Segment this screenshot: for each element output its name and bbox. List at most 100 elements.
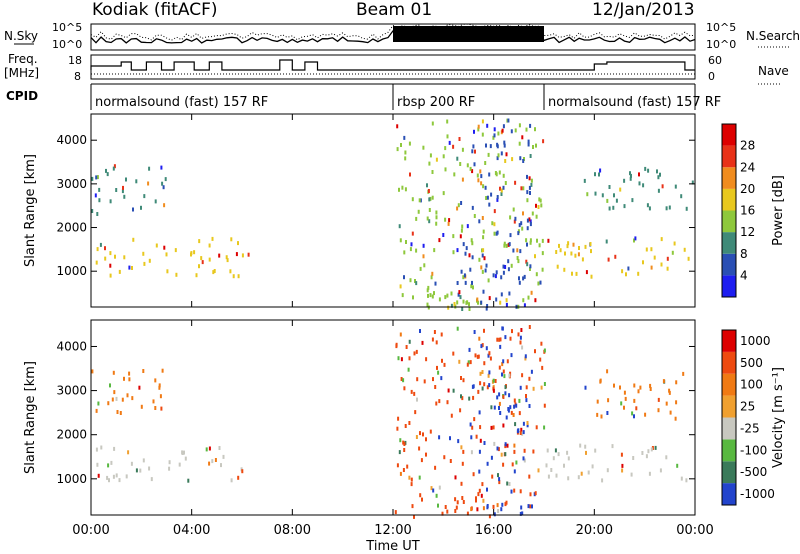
data-cell	[470, 507, 473, 512]
data-cell	[579, 443, 582, 448]
data-cell	[501, 128, 504, 133]
data-region-0	[95, 236, 250, 279]
data-cell	[420, 458, 423, 463]
noise-tick-high-right: 10^5	[706, 21, 736, 34]
data-cell	[666, 266, 669, 271]
data-cell	[520, 186, 523, 191]
data-cell	[235, 252, 238, 257]
data-cell	[459, 234, 462, 239]
data-cell	[538, 197, 541, 202]
data-cell	[408, 356, 411, 361]
data-cell	[415, 216, 418, 221]
data-cell	[460, 481, 463, 486]
data-cell	[601, 193, 604, 198]
data-cell	[433, 330, 436, 334]
data-cell	[651, 446, 654, 450]
data-cell	[535, 214, 538, 219]
data-cell	[650, 247, 653, 252]
data-cell	[441, 511, 444, 516]
data-cell	[477, 124, 480, 129]
data-cell	[529, 154, 532, 158]
data-cell	[443, 362, 446, 367]
data-cell	[480, 181, 483, 186]
ytick-label-0: 1000	[56, 472, 87, 486]
data-cell	[440, 376, 443, 381]
data-cell	[125, 177, 127, 182]
data-cell	[657, 397, 660, 402]
data-cell	[208, 257, 211, 262]
colorbar-segment-7	[722, 124, 736, 146]
data-cell	[442, 233, 445, 237]
data-cell	[423, 379, 426, 384]
data-cell	[481, 370, 484, 374]
data-cell	[479, 371, 482, 376]
data-cell	[446, 134, 449, 139]
data-cell	[452, 234, 455, 239]
colorbar-segment-1	[722, 253, 736, 276]
data-cell	[404, 187, 407, 192]
data-cell	[104, 256, 107, 261]
data-cell	[456, 156, 459, 161]
data-cell	[493, 209, 496, 214]
data-cell	[404, 156, 407, 161]
data-cell	[401, 185, 404, 190]
data-cell	[673, 241, 676, 246]
data-cell	[528, 376, 531, 381]
data-cell	[649, 383, 652, 388]
data-cell	[513, 219, 516, 224]
colorbar-frame	[721, 123, 737, 298]
data-cell	[499, 186, 501, 191]
data-cell	[619, 385, 621, 390]
data-cell	[503, 140, 506, 145]
data-cell	[461, 147, 464, 152]
data-cell	[473, 129, 475, 134]
data-cell	[502, 124, 505, 129]
data-cell	[208, 461, 211, 466]
data-cell	[566, 244, 569, 249]
data-cell	[527, 295, 530, 300]
data-cell	[518, 398, 521, 403]
data-cell	[520, 505, 523, 510]
data-cell	[519, 335, 522, 340]
data-cell	[419, 493, 422, 498]
data-cell	[438, 435, 441, 440]
data-cell	[477, 178, 480, 183]
data-cell	[521, 226, 524, 231]
data-cell	[108, 478, 110, 483]
data-cell	[419, 266, 422, 271]
data-cell	[490, 455, 493, 460]
data-cell	[537, 205, 540, 209]
data-cell	[115, 188, 118, 192]
data-cell	[510, 489, 513, 494]
data-cell	[519, 511, 522, 516]
data-cell	[541, 251, 544, 256]
freq-label: Freq.	[8, 52, 38, 66]
data-cell	[648, 206, 651, 211]
data-cell	[539, 357, 542, 362]
data-cell	[95, 408, 98, 413]
data-cell	[142, 251, 145, 256]
data-cell	[500, 151, 503, 156]
data-cell	[535, 203, 537, 208]
data-cell	[399, 284, 402, 289]
data-cell	[403, 135, 406, 140]
data-cell	[487, 373, 490, 378]
data-cell	[555, 250, 558, 254]
data-cell	[459, 408, 462, 413]
data-cell	[434, 385, 437, 389]
data-cell	[457, 292, 460, 297]
data-cell	[107, 401, 110, 406]
data-cell	[585, 450, 587, 455]
data-cell	[175, 272, 178, 277]
xtick-label-0: 00:00	[72, 523, 109, 538]
data-cell	[453, 302, 456, 306]
cpid-label: CPID	[6, 89, 38, 103]
data-cell	[508, 393, 511, 398]
panel-vel-frame	[90, 319, 696, 516]
data-cell	[96, 462, 99, 467]
data-cell	[466, 224, 469, 229]
data-cell	[498, 477, 501, 482]
data-cell	[554, 448, 557, 453]
data-cell	[99, 242, 102, 247]
